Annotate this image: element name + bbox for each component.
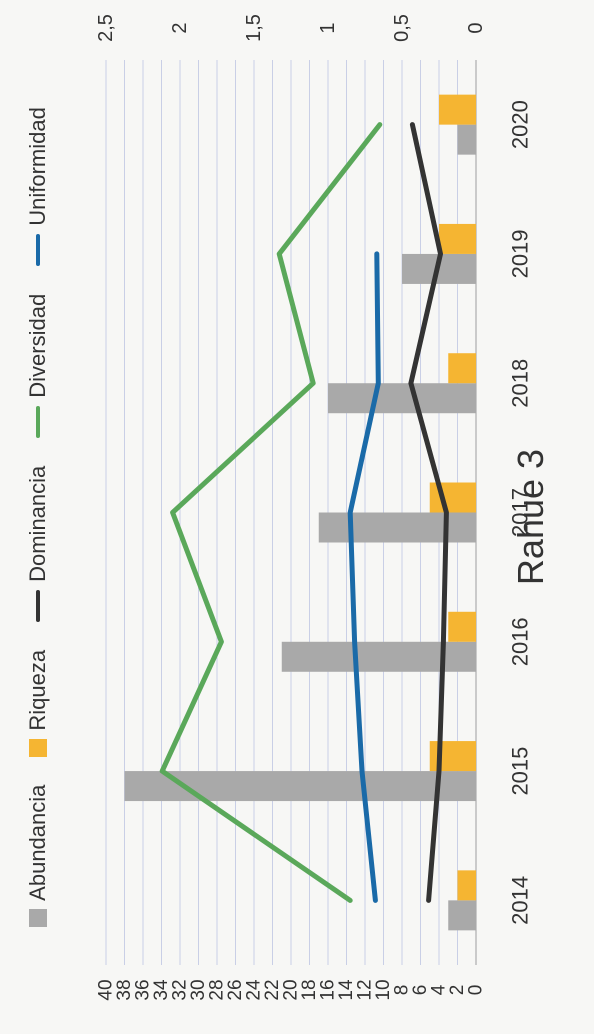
category-label: 2019 xyxy=(508,229,533,278)
legend: Abundancia Riqueza Dominancia Diversidad Uni… xyxy=(8,0,68,1034)
right-axis-tick-label: 1 xyxy=(317,22,339,33)
category-label: 2018 xyxy=(508,359,533,408)
left-axis-tick-label: 38 xyxy=(114,979,135,1000)
bar-abundancia xyxy=(318,512,476,543)
left-axis-tick-label: 40 xyxy=(96,979,117,1000)
category-label: 2020 xyxy=(508,100,533,149)
category-label: 2016 xyxy=(508,617,533,666)
legend-item: Diversidad xyxy=(25,294,51,438)
bar-riqueza xyxy=(448,353,476,384)
left-axis-tick-label: 2 xyxy=(447,985,468,996)
legend-swatch xyxy=(29,738,47,757)
category-label: 2017 xyxy=(508,488,533,537)
legend-label: Dominancia xyxy=(25,465,50,582)
bar-abundancia xyxy=(448,900,476,931)
right-axis-tick-label: 0 xyxy=(465,22,487,33)
line-dominancia xyxy=(408,122,449,903)
left-axis-tick-label: 18 xyxy=(299,979,320,1000)
right-axis-tick-label: 2 xyxy=(169,22,191,33)
left-axis-tick-label: 12 xyxy=(355,979,376,1000)
left-axis-tick-label: 20 xyxy=(281,979,302,1000)
legend-label: Riqueza xyxy=(25,649,50,731)
right-axis-tick-label: 2,5 xyxy=(95,14,117,42)
left-axis-tick-label: 8 xyxy=(392,985,413,996)
left-axis-tick-label: 28 xyxy=(207,979,228,1000)
left-axis-tick-label: 16 xyxy=(318,979,339,1000)
legend-swatch xyxy=(36,589,40,622)
bar-abundancia xyxy=(328,383,476,414)
left-axis-tick-label: 10 xyxy=(373,979,394,1000)
left-axis-tick-label: 0 xyxy=(466,985,487,996)
legend-item: Abundancia xyxy=(25,785,51,927)
line-uniformidad xyxy=(347,251,381,903)
left-axis-tick-label: 24 xyxy=(244,979,265,1001)
legend-item: Uniformidad xyxy=(25,107,51,266)
line-diversidad xyxy=(159,122,383,903)
legend-swatch xyxy=(29,908,47,927)
bar-riqueza xyxy=(439,223,476,254)
chart-title: Rahue 3 xyxy=(510,448,551,586)
bar-riqueza xyxy=(448,611,476,642)
left-axis-tick-label: 4 xyxy=(429,984,450,995)
left-axis-tick-label: 32 xyxy=(170,979,191,1000)
right-axis-tick-label: 0,5 xyxy=(391,14,413,42)
left-axis-tick-label: 14 xyxy=(336,979,357,1001)
left-axis-tick-label: 6 xyxy=(410,985,431,996)
legend-label: Diversidad xyxy=(25,293,50,398)
right-axis-tick-label: 1,5 xyxy=(243,14,265,42)
category-label: 2014 xyxy=(508,876,533,925)
legend-item: Riqueza xyxy=(25,650,51,757)
legend-swatch xyxy=(36,233,40,266)
left-axis-tick-label: 26 xyxy=(225,979,246,1000)
bar-riqueza xyxy=(457,870,476,901)
bar-abundancia xyxy=(457,124,476,155)
bar-riqueza xyxy=(439,94,476,125)
legend-swatch xyxy=(36,405,40,438)
left-axis-tick-label: 30 xyxy=(188,979,209,1000)
left-axis-tick-label: 36 xyxy=(133,979,154,1000)
legend-label: Uniformidad xyxy=(25,107,50,226)
category-label: 2015 xyxy=(508,747,533,796)
legend-label: Abundancia xyxy=(25,784,50,901)
legend-item: Dominancia xyxy=(25,466,51,622)
left-axis-tick-label: 22 xyxy=(262,979,283,1000)
left-axis-tick-label: 34 xyxy=(151,979,172,1001)
